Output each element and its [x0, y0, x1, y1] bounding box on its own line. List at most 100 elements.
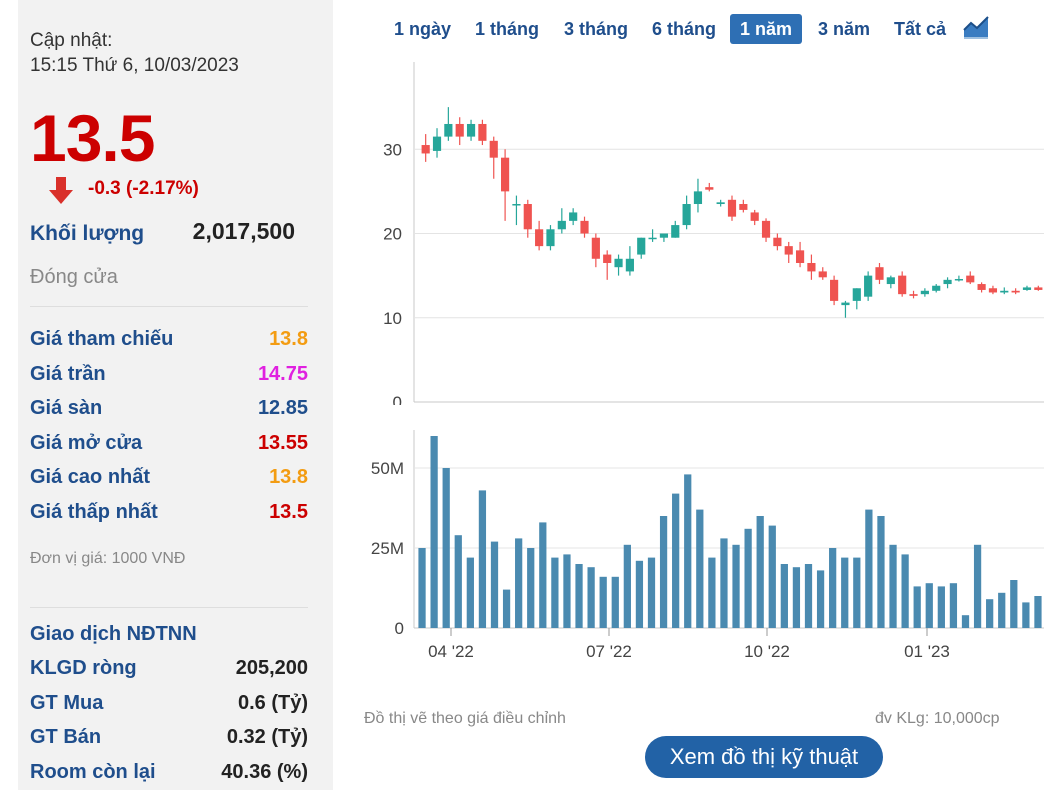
volume-bar	[587, 567, 595, 628]
candle-body	[432, 136, 442, 151]
candle-body	[637, 237, 646, 255]
candle	[466, 119, 476, 141]
candle	[671, 220, 680, 238]
tab-4[interactable]: 6 tháng	[652, 19, 717, 39]
volume-bar	[780, 564, 788, 628]
update-info: Cập nhật: 15:15 Thứ 6, 10/03/2023	[30, 28, 239, 78]
volume-bar	[490, 541, 499, 628]
volume-bar	[442, 468, 450, 628]
candle	[580, 216, 589, 238]
volume-bar	[418, 548, 426, 628]
candle-body	[795, 250, 805, 263]
volume-value: 2,017,500	[192, 218, 295, 244]
volume-bar	[744, 528, 752, 628]
candle	[682, 195, 691, 230]
candle	[886, 275, 895, 289]
volume-bar	[913, 586, 921, 628]
candle-body	[898, 275, 907, 295]
candle	[988, 285, 998, 295]
candle-body	[682, 204, 691, 226]
price-row-label: Giá trần	[30, 362, 106, 385]
candle	[455, 117, 464, 146]
candle	[966, 271, 975, 285]
volume-bar	[454, 535, 462, 628]
candle-body	[557, 220, 566, 230]
volume-bar	[478, 490, 487, 628]
volume-bar	[575, 564, 583, 628]
candle	[546, 225, 555, 251]
y-tick-label: 30	[383, 140, 402, 159]
y-tick-label: 10	[383, 309, 402, 328]
candle-body	[852, 288, 861, 301]
candle	[875, 262, 884, 285]
adjusted-price-note: Đồ thị vẽ theo giá điều chỉnh	[364, 710, 566, 727]
tab-7[interactable]: Tất cả	[894, 19, 947, 39]
x-tick-label: 04 '22	[428, 642, 474, 661]
candle-body	[864, 275, 873, 297]
tab-5[interactable]: 1 năm	[730, 14, 803, 44]
candle-body	[784, 246, 793, 255]
candle	[705, 182, 714, 192]
stock-summary-panel: Cập nhật: 15:15 Thứ 6, 10/03/2023 13.5 -…	[18, 0, 333, 790]
tab-3[interactable]: 3 tháng	[564, 19, 629, 39]
volume-bar	[816, 570, 825, 628]
volume-bar	[961, 615, 970, 628]
foreign-row: GT Mua 0.6 (Tỷ)	[30, 692, 308, 722]
candle	[535, 220, 544, 251]
volume-bar	[647, 557, 656, 628]
candle	[920, 288, 929, 297]
candle	[1011, 288, 1020, 295]
candle	[784, 241, 793, 263]
area-chart-icon[interactable]	[962, 14, 990, 40]
candle	[750, 209, 759, 226]
price-row-label: Giá mở cửa	[30, 431, 143, 454]
candle	[557, 208, 566, 234]
volume-bar	[973, 544, 982, 628]
candle	[977, 282, 986, 293]
volume-bar	[1010, 580, 1018, 628]
volume-bar	[672, 493, 680, 628]
candle	[501, 149, 510, 221]
candle-body	[875, 267, 884, 280]
volume-bar	[925, 583, 933, 628]
foreign-row-value: 0.32 (Tỷ)	[226, 726, 308, 748]
candle-body	[648, 237, 657, 240]
candle	[818, 267, 827, 280]
volume-bar	[563, 554, 571, 628]
volume-bar	[986, 599, 994, 628]
volume-bar	[901, 554, 909, 628]
price-row-label: Giá thấp nhất	[30, 500, 158, 523]
volume-bar	[865, 509, 873, 628]
tab-2[interactable]: 1 tháng	[475, 19, 540, 39]
foreign-row: GT Bán 0.32 (Tỷ)	[30, 726, 308, 756]
price-row: Giá mở cửa 13.55	[30, 432, 308, 462]
y-tick-label: 0	[393, 393, 402, 405]
volume-bar	[1034, 596, 1042, 628]
price-row-label: Giá tham chiếu	[30, 328, 174, 350]
candle	[761, 218, 771, 242]
volume-bar	[599, 576, 607, 628]
candle-body	[716, 202, 725, 205]
volume-bar	[466, 557, 474, 628]
candle	[625, 246, 634, 276]
candle-body	[444, 123, 453, 137]
candle	[1022, 285, 1032, 291]
price-row-label: Giá sàn	[30, 397, 103, 419]
volume-bar	[853, 557, 861, 628]
candle	[569, 208, 578, 226]
y-tick-label: 25M	[371, 539, 404, 558]
tab-6[interactable]: 3 năm	[818, 19, 871, 39]
candle-body	[954, 278, 963, 281]
candle	[591, 233, 600, 268]
technical-chart-button[interactable]: Xem đồ thị kỹ thuật	[645, 736, 883, 778]
price-change: -0.3 (-2.17%)	[88, 178, 199, 199]
candle-body	[478, 123, 487, 141]
candle	[898, 271, 907, 297]
candle-body	[693, 191, 703, 205]
down-arrow-icon	[49, 177, 73, 204]
price-row-value: 13.8	[269, 466, 308, 488]
price-row: Giá trần 14.75	[30, 363, 308, 393]
price-row-value: 12.85	[257, 397, 308, 419]
candle	[864, 271, 873, 301]
tab-1[interactable]: 1 ngày	[394, 19, 452, 39]
